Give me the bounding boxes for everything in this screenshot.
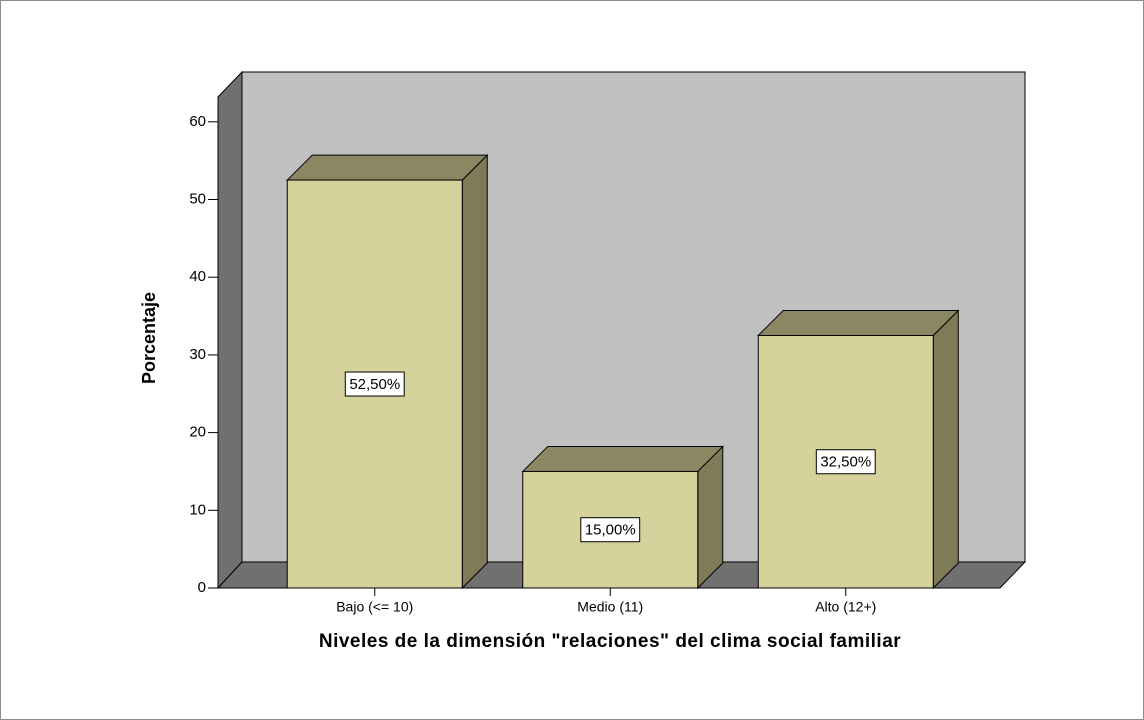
bar-side xyxy=(461,153,488,590)
x-axis-label: Niveles de la dimensión "relaciones" del… xyxy=(318,631,902,652)
y-tick-label: 20 xyxy=(189,424,206,441)
value-label-box xyxy=(815,449,876,475)
y-tick-label: 50 xyxy=(189,190,206,207)
bar-top xyxy=(521,445,724,472)
value-label: 15,00% xyxy=(585,522,636,539)
y-axis-label: Porcentaje xyxy=(139,292,159,384)
bar-side xyxy=(932,309,959,590)
x-tick-label: Medio (11) xyxy=(577,599,643,615)
y-tick-label: 10 xyxy=(189,501,206,518)
value-label: 32,50% xyxy=(820,454,871,471)
y-tick-label: 40 xyxy=(189,268,206,285)
y-tick-label: 60 xyxy=(189,113,206,130)
y-tick-label: 0 xyxy=(198,579,206,596)
value-label: 52,50% xyxy=(349,376,400,393)
x-tick-label: Bajo (<= 10) xyxy=(336,599,413,615)
bar-top xyxy=(286,154,489,181)
x-tick-label: Alto (12+) xyxy=(815,599,876,615)
bar-top xyxy=(757,309,960,336)
value-label-box xyxy=(344,371,405,397)
side-wall xyxy=(217,70,243,590)
value-label-box xyxy=(580,517,641,543)
y-tick-label: 30 xyxy=(189,346,206,363)
